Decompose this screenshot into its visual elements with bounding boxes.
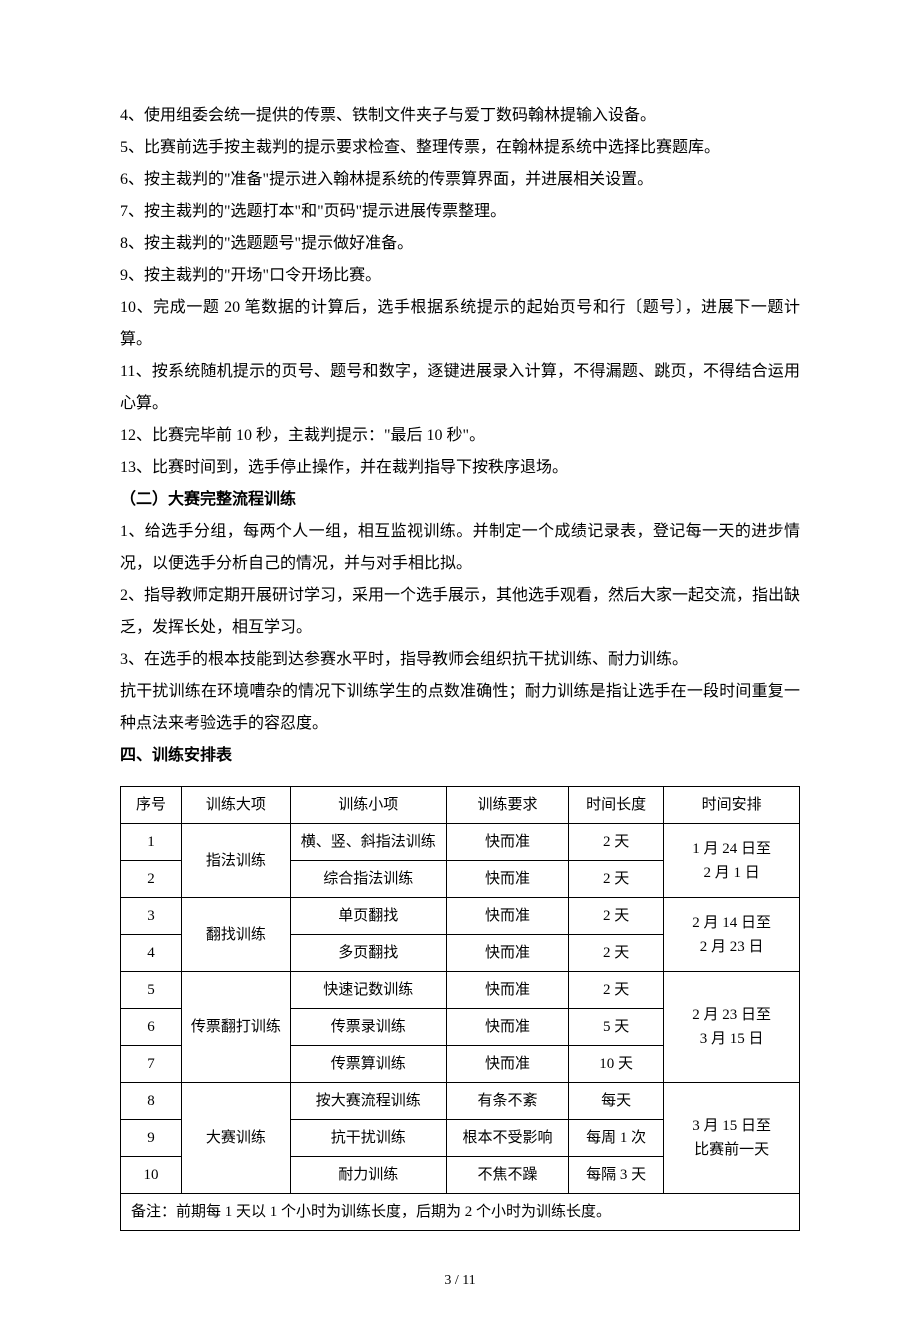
section2-heading: （二）大赛完整流程训练 [120, 484, 800, 516]
cell-sub: 传票算训练 [290, 1046, 446, 1083]
page-footer: 3 / 11 [120, 1267, 800, 1295]
section2-p4: 抗干扰训练在环境嘈杂的情况下训练学生的点数准确性；耐力训练是指让选手在一段时间重… [120, 676, 800, 740]
line-13: 13、比赛时间到，选手停止操作，并在裁判指导下按秩序退场。 [120, 452, 800, 484]
cell-req: 快而准 [446, 824, 568, 861]
table-header-row: 序号 训练大项 训练小项 训练要求 时间长度 时间安排 [121, 787, 800, 824]
cell-no: 3 [121, 898, 182, 935]
table-row: 5传票翻打训练快速记数训练快而准2 天2 月 23 日至 3 月 15 日 [121, 972, 800, 1009]
cell-time: 2 月 23 日至 3 月 15 日 [664, 972, 800, 1083]
cell-sub: 横、竖、斜指法训练 [290, 824, 446, 861]
page-container: 4、使用组委会统一提供的传票、铁制文件夹子与爱丁数码翰林提输入设备。 5、比赛前… [0, 0, 920, 1335]
cell-req: 快而准 [446, 861, 568, 898]
cell-dur: 2 天 [569, 972, 664, 1009]
cell-req: 快而准 [446, 898, 568, 935]
cell-group: 指法训练 [182, 824, 291, 898]
cell-no: 8 [121, 1083, 182, 1120]
cell-sub: 多页翻找 [290, 935, 446, 972]
table-row: 1指法训练横、竖、斜指法训练快而准2 天1 月 24 日至 2 月 1 日 [121, 824, 800, 861]
table-note-row: 备注：前期每 1 天以 1 个小时为训练长度，后期为 2 个小时为训练长度。 [121, 1194, 800, 1231]
cell-sub: 传票录训练 [290, 1009, 446, 1046]
cell-req: 根本不受影响 [446, 1120, 568, 1157]
th-1: 训练大项 [182, 787, 291, 824]
cell-dur: 2 天 [569, 824, 664, 861]
cell-dur: 每天 [569, 1083, 664, 1120]
cell-no: 6 [121, 1009, 182, 1046]
cell-sub: 按大赛流程训练 [290, 1083, 446, 1120]
cell-sub: 耐力训练 [290, 1157, 446, 1194]
cell-no: 1 [121, 824, 182, 861]
table-row: 8大赛训练按大赛流程训练有条不紊每天3 月 15 日至 比赛前一天 [121, 1083, 800, 1120]
cell-dur: 10 天 [569, 1046, 664, 1083]
table-row: 3翻找训练单页翻找快而准2 天2 月 14 日至 2 月 23 日 [121, 898, 800, 935]
cell-req: 快而准 [446, 1009, 568, 1046]
cell-group: 大赛训练 [182, 1083, 291, 1194]
cell-note: 备注：前期每 1 天以 1 个小时为训练长度，后期为 2 个小时为训练长度。 [121, 1194, 800, 1231]
cell-sub: 快速记数训练 [290, 972, 446, 1009]
cell-dur: 每隔 3 天 [569, 1157, 664, 1194]
cell-group: 翻找训练 [182, 898, 291, 972]
cell-dur: 5 天 [569, 1009, 664, 1046]
section2-p1: 1、给选手分组，每两个人一组，相互监视训练。并制定一个成绩记录表，登记每一天的进… [120, 516, 800, 580]
line-11: 11、按系统随机提示的页号、题号和数字，逐键进展录入计算，不得漏题、跳页，不得结… [120, 356, 800, 420]
cell-no: 5 [121, 972, 182, 1009]
cell-time: 1 月 24 日至 2 月 1 日 [664, 824, 800, 898]
line-4: 4、使用组委会统一提供的传票、铁制文件夹子与爱丁数码翰林提输入设备。 [120, 100, 800, 132]
th-5: 时间安排 [664, 787, 800, 824]
cell-no: 7 [121, 1046, 182, 1083]
section2-p3: 3、在选手的根本技能到达参赛水平时，指导教师会组织抗干扰训练、耐力训练。 [120, 644, 800, 676]
cell-dur: 每周 1 次 [569, 1120, 664, 1157]
cell-dur: 2 天 [569, 935, 664, 972]
line-9: 9、按主裁判的"开场"口令开场比赛。 [120, 260, 800, 292]
cell-sub: 抗干扰训练 [290, 1120, 446, 1157]
cell-req: 快而准 [446, 935, 568, 972]
cell-sub: 综合指法训练 [290, 861, 446, 898]
th-4: 时间长度 [569, 787, 664, 824]
th-2: 训练小项 [290, 787, 446, 824]
cell-time: 2 月 14 日至 2 月 23 日 [664, 898, 800, 972]
line-10: 10、完成一题 20 笔数据的计算后，选手根据系统提示的起始页号和行〔题号〕，进… [120, 292, 800, 356]
table-body: 序号 训练大项 训练小项 训练要求 时间长度 时间安排 1指法训练横、竖、斜指法… [121, 787, 800, 1231]
section4-heading: 四、训练安排表 [120, 740, 800, 772]
line-12: 12、比赛完毕前 10 秒，主裁判提示："最后 10 秒"。 [120, 420, 800, 452]
cell-no: 2 [121, 861, 182, 898]
cell-no: 9 [121, 1120, 182, 1157]
cell-req: 快而准 [446, 1046, 568, 1083]
cell-req: 有条不紊 [446, 1083, 568, 1120]
cell-no: 4 [121, 935, 182, 972]
cell-req: 快而准 [446, 972, 568, 1009]
cell-time: 3 月 15 日至 比赛前一天 [664, 1083, 800, 1194]
line-8: 8、按主裁判的"选题题号"提示做好准备。 [120, 228, 800, 260]
th-3: 训练要求 [446, 787, 568, 824]
line-5: 5、比赛前选手按主裁判的提示要求检查、整理传票，在翰林提系统中选择比赛题库。 [120, 132, 800, 164]
cell-sub: 单页翻找 [290, 898, 446, 935]
cell-req: 不焦不躁 [446, 1157, 568, 1194]
cell-no: 10 [121, 1157, 182, 1194]
line-7: 7、按主裁判的"选题打本"和"页码"提示进展传票整理。 [120, 196, 800, 228]
cell-dur: 2 天 [569, 898, 664, 935]
cell-dur: 2 天 [569, 861, 664, 898]
section2-p2: 2、指导教师定期开展研讨学习，采用一个选手展示，其他选手观看，然后大家一起交流，… [120, 580, 800, 644]
th-0: 序号 [121, 787, 182, 824]
cell-group: 传票翻打训练 [182, 972, 291, 1083]
line-6: 6、按主裁判的"准备"提示进入翰林提系统的传票算界面，并进展相关设置。 [120, 164, 800, 196]
training-schedule-table: 序号 训练大项 训练小项 训练要求 时间长度 时间安排 1指法训练横、竖、斜指法… [120, 786, 800, 1231]
